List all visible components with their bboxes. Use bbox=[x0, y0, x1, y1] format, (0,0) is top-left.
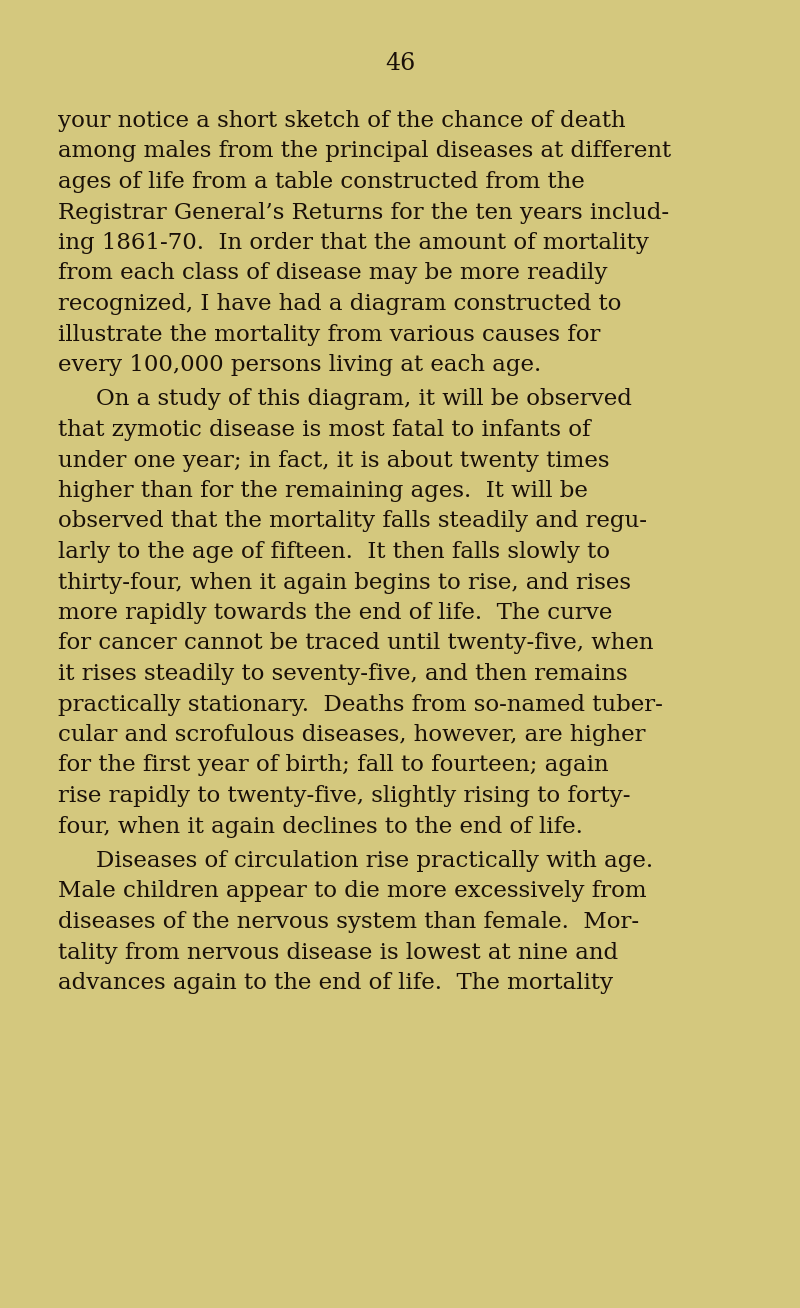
Text: cular and scrofulous diseases, however, are higher: cular and scrofulous diseases, however, … bbox=[58, 725, 646, 746]
Text: Registrar General’s Returns for the ten years includ-: Registrar General’s Returns for the ten … bbox=[58, 201, 669, 224]
Text: rise rapidly to twenty-five, slightly rising to forty-: rise rapidly to twenty-five, slightly ri… bbox=[58, 785, 630, 807]
Text: diseases of the nervous system than female.  Mor-: diseases of the nervous system than fema… bbox=[58, 910, 639, 933]
Text: 46: 46 bbox=[385, 52, 415, 75]
Text: that zymotic disease is most fatal to infants of: that zymotic disease is most fatal to in… bbox=[58, 419, 590, 441]
Text: recognized, I have had a diagram constructed to: recognized, I have had a diagram constru… bbox=[58, 293, 622, 315]
Text: for cancer cannot be traced until twenty-five, when: for cancer cannot be traced until twenty… bbox=[58, 633, 654, 654]
Text: thirty-four, when it again begins to rise, and rises: thirty-four, when it again begins to ris… bbox=[58, 572, 631, 594]
Text: tality from nervous disease is lowest at nine and: tality from nervous disease is lowest at… bbox=[58, 942, 618, 964]
Text: for the first year of birth; fall to fourteen; again: for the first year of birth; fall to fou… bbox=[58, 755, 609, 777]
Text: Male children appear to die more excessively from: Male children appear to die more excessi… bbox=[58, 880, 646, 903]
Text: more rapidly towards the end of life.  The curve: more rapidly towards the end of life. Th… bbox=[58, 602, 612, 624]
Text: it rises steadily to seventy-five, and then remains: it rises steadily to seventy-five, and t… bbox=[58, 663, 628, 685]
Text: On a study of this diagram, it will be observed: On a study of this diagram, it will be o… bbox=[96, 388, 632, 411]
Text: practically stationary.  Deaths from so-named tuber-: practically stationary. Deaths from so-n… bbox=[58, 693, 663, 715]
Text: from each class of disease may be more readily: from each class of disease may be more r… bbox=[58, 263, 607, 285]
Text: four, when it again declines to the end of life.: four, when it again declines to the end … bbox=[58, 815, 583, 837]
Text: larly to the age of fifteen.  It then falls slowly to: larly to the age of fifteen. It then fal… bbox=[58, 542, 610, 562]
Text: ages of life from a table constructed from the: ages of life from a table constructed fr… bbox=[58, 171, 585, 194]
Text: every 100,000 persons living at each age.: every 100,000 persons living at each age… bbox=[58, 354, 542, 375]
Text: observed that the mortality falls steadily and regu-: observed that the mortality falls steadi… bbox=[58, 510, 647, 532]
Text: ing 1861-70.  In order that the amount of mortality: ing 1861-70. In order that the amount of… bbox=[58, 232, 649, 254]
Text: your notice a short sketch of the chance of death: your notice a short sketch of the chance… bbox=[58, 110, 626, 132]
Text: under one year; in fact, it is about twenty times: under one year; in fact, it is about twe… bbox=[58, 450, 610, 471]
Text: Diseases of circulation rise practically with age.: Diseases of circulation rise practically… bbox=[96, 850, 653, 872]
Text: advances again to the end of life.  The mortality: advances again to the end of life. The m… bbox=[58, 972, 613, 994]
Text: higher than for the remaining ages.  It will be: higher than for the remaining ages. It w… bbox=[58, 480, 588, 502]
Text: illustrate the mortality from various causes for: illustrate the mortality from various ca… bbox=[58, 323, 600, 345]
Text: among males from the principal diseases at different: among males from the principal diseases … bbox=[58, 140, 671, 162]
